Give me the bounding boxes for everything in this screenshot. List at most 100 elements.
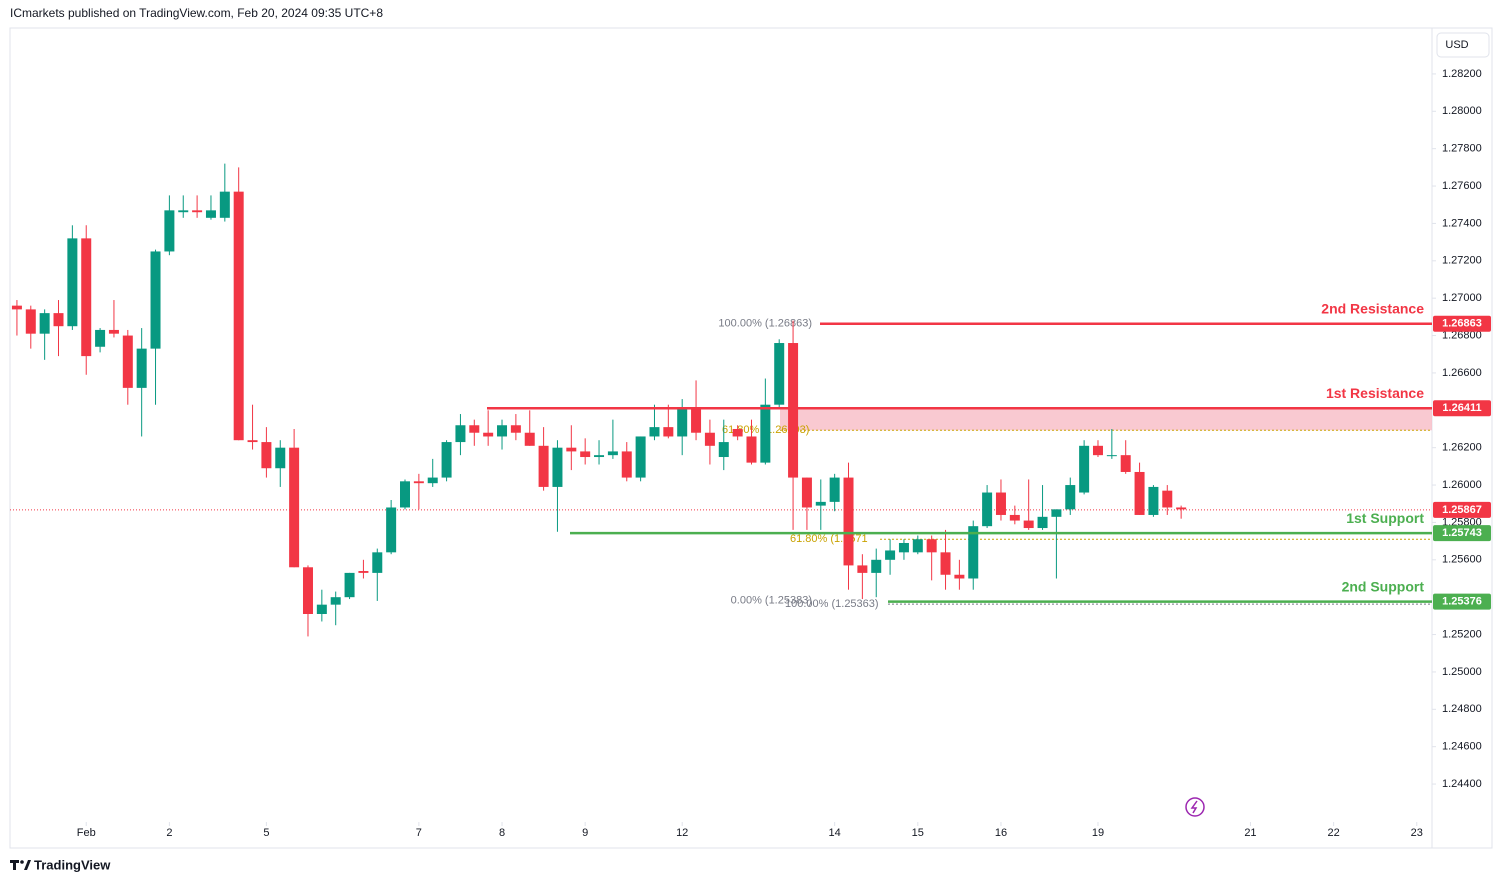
candle-body <box>857 565 868 573</box>
candle-body <box>843 477 854 566</box>
candle-body <box>53 313 64 327</box>
candle-body <box>885 550 896 560</box>
x-tick-label: 21 <box>1244 827 1256 839</box>
price-tag <box>1433 400 1491 417</box>
candle-body <box>400 481 410 508</box>
candle-body <box>926 539 937 553</box>
fib-label: 100.00% (1.26863) <box>718 318 812 330</box>
price-tag-label: 1.25743 <box>1442 527 1482 539</box>
candle-body <box>1134 471 1145 515</box>
candle-body <box>469 425 480 433</box>
candle-body <box>871 559 882 573</box>
y-tick-label: 1.27600 <box>1442 180 1482 192</box>
candle-body <box>316 604 327 615</box>
candle-body <box>122 335 133 388</box>
candle-body <box>330 597 341 605</box>
candle-body <box>497 425 508 437</box>
candle-body <box>413 481 424 484</box>
candle-body <box>81 238 92 357</box>
y-tick-label: 1.26200 <box>1442 442 1482 454</box>
price-tag-label: 1.26863 <box>1442 318 1482 330</box>
x-tick-label: 2 <box>166 827 172 839</box>
x-tick-label: 12 <box>676 827 688 839</box>
x-tick-label: 8 <box>499 827 505 839</box>
y-tick-label: 1.26600 <box>1442 367 1482 379</box>
candle-body <box>1176 507 1187 510</box>
candle-body <box>95 329 106 347</box>
candle-body <box>1079 445 1090 493</box>
fib-label: 0.00% (1.25383) <box>731 594 812 606</box>
y-tick-label: 1.25600 <box>1442 554 1482 566</box>
x-tick-label: 9 <box>582 827 588 839</box>
currency-button[interactable] <box>1436 32 1490 58</box>
currency-label[interactable]: USD <box>1445 39 1468 51</box>
price-tag <box>1433 525 1491 542</box>
candle-body <box>289 447 300 568</box>
candle-body <box>1065 485 1076 510</box>
y-tick-label: 1.24800 <box>1442 703 1482 715</box>
tv-logo <box>10 860 31 870</box>
price-tag-label: 1.25376 <box>1442 596 1482 608</box>
y-tick-label: 1.28200 <box>1442 68 1482 80</box>
candle-body <box>108 329 119 334</box>
candle-body <box>788 343 799 478</box>
candle-body <box>995 492 1006 515</box>
candle-body <box>607 451 618 456</box>
fib-label: 100.00% (1.25363) <box>785 598 879 610</box>
candle-body <box>760 404 771 463</box>
candle-body <box>164 210 175 252</box>
candle-body <box>219 191 230 218</box>
y-tick-label: 1.27400 <box>1442 217 1482 229</box>
candle-body <box>580 451 591 458</box>
candle-body <box>663 427 674 437</box>
x-tick-label: 14 <box>829 827 841 839</box>
x-tick-label: 23 <box>1411 827 1423 839</box>
candle-body <box>649 427 660 437</box>
candle-body <box>566 447 577 452</box>
candle-body <box>912 539 923 553</box>
candle-body <box>1162 490 1173 508</box>
candle-body <box>1037 516 1048 529</box>
candle-body <box>441 442 452 478</box>
candle-body <box>386 507 397 553</box>
candle-body <box>192 210 203 213</box>
candle-body <box>136 348 147 388</box>
candle-body <box>898 542 909 553</box>
candle-body <box>302 567 313 615</box>
candle-body <box>39 313 50 334</box>
y-tick-label: 1.24600 <box>1442 741 1482 753</box>
candle-body <box>25 309 36 334</box>
candle-body <box>205 210 216 218</box>
level-name: 1st Support <box>1346 510 1424 526</box>
candle-body <box>982 492 993 527</box>
y-tick-label: 1.27000 <box>1442 292 1482 304</box>
price-tag-label: 1.25867 <box>1442 504 1482 516</box>
candle-body <box>677 408 688 437</box>
candle-body <box>1106 455 1117 457</box>
candle-body <box>538 445 549 487</box>
price-tag-label: 1.26411 <box>1442 402 1481 414</box>
lightning-icon[interactable] <box>1185 797 1205 817</box>
candle-body <box>594 455 605 458</box>
candle-body <box>774 343 785 405</box>
candle-body <box>1148 486 1159 515</box>
y-tick-label: 1.25200 <box>1442 628 1482 640</box>
x-tick-label: 16 <box>995 827 1007 839</box>
brand: TradingView <box>34 857 111 872</box>
candle-body <box>1051 509 1062 517</box>
candle-body <box>427 477 438 484</box>
x-tick-label: 7 <box>416 827 422 839</box>
candle-body <box>940 552 951 575</box>
candle-body <box>1023 520 1034 529</box>
y-tick-label: 1.25000 <box>1442 666 1482 678</box>
candle-body <box>455 425 466 443</box>
y-tick-label: 1.27800 <box>1442 143 1482 155</box>
candle-body <box>233 191 244 441</box>
level-name: 1st Resistance <box>1326 385 1424 401</box>
candle-body <box>524 432 535 446</box>
candle-body <box>11 305 22 310</box>
candle-body <box>621 451 632 478</box>
candle-body <box>1092 445 1103 456</box>
chart-frame <box>9 27 1493 849</box>
